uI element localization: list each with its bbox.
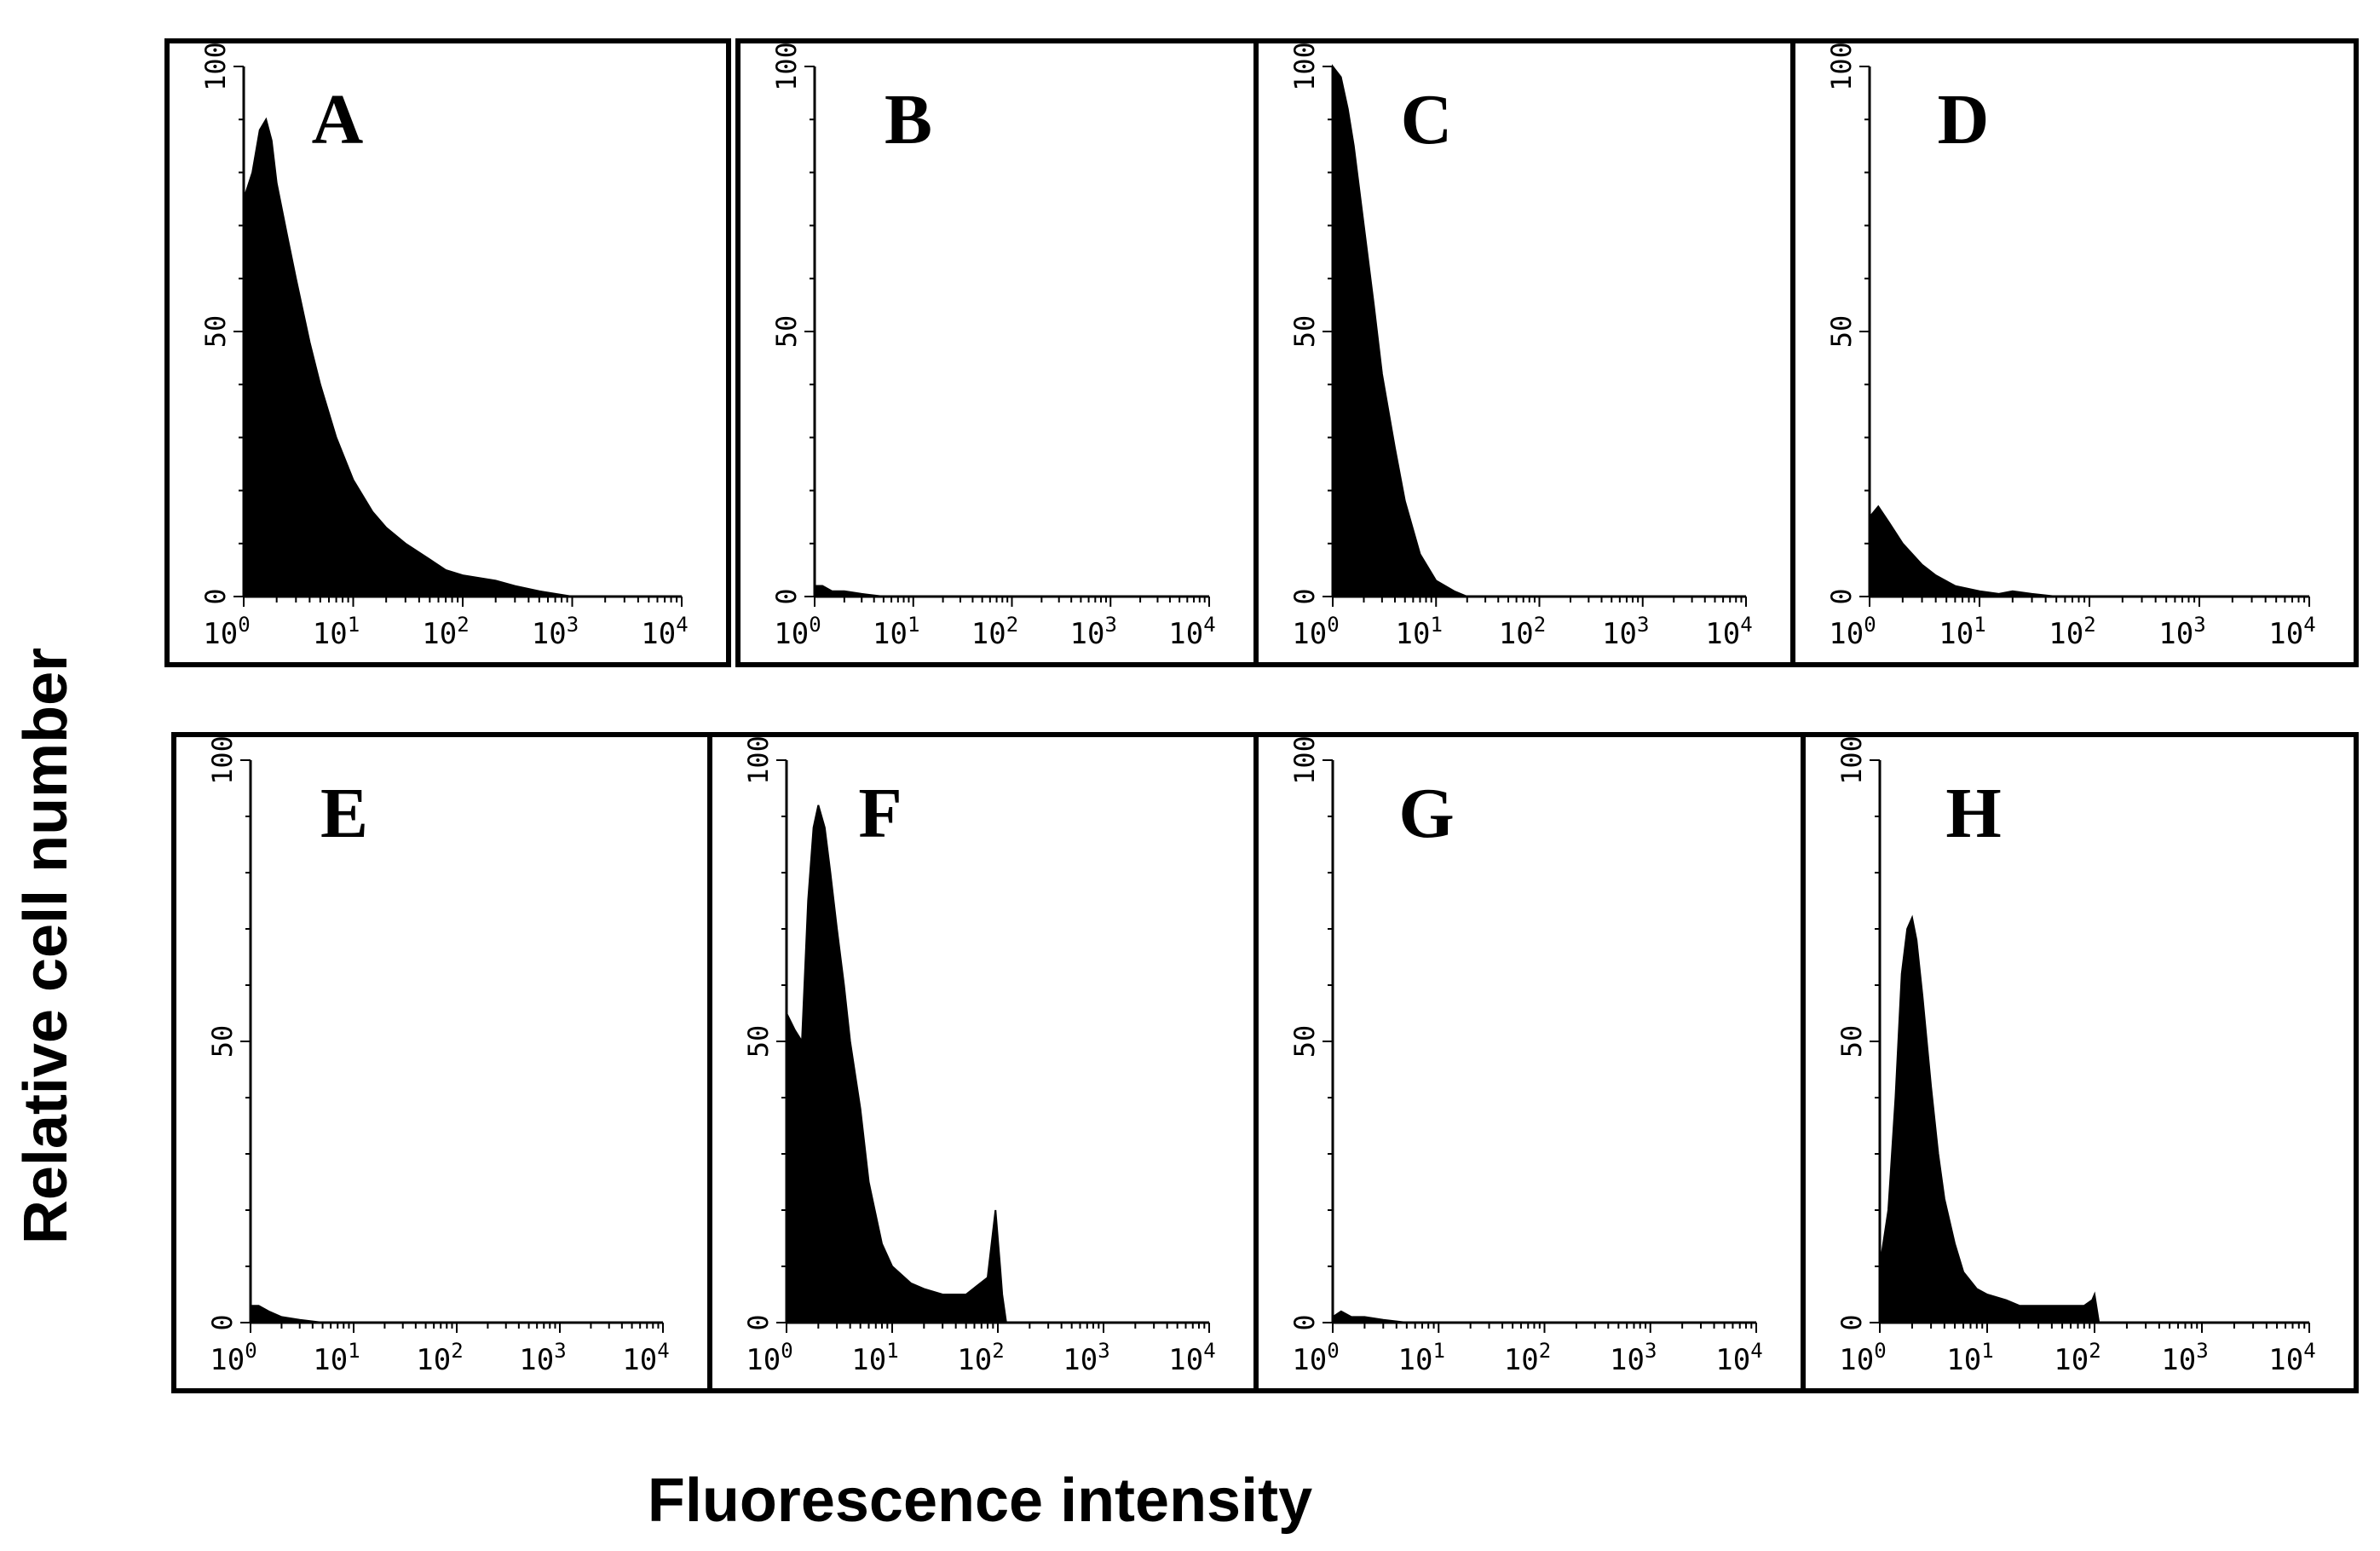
x-tick-label: 102 xyxy=(1499,613,1546,651)
x-tick-label: 101 xyxy=(1396,613,1443,651)
y-tick-label: 50 xyxy=(742,1025,775,1058)
y-tick-label: 100 xyxy=(206,735,239,785)
x-tick-label: 102 xyxy=(416,1339,463,1377)
x-tick-label: 103 xyxy=(1063,1339,1109,1377)
panel-letter: H xyxy=(1945,774,2001,853)
x-tick-label: 102 xyxy=(2049,613,2095,651)
x-tick-label: 101 xyxy=(851,1339,898,1377)
x-tick-label: 102 xyxy=(971,613,1018,651)
x-tick-label: 104 xyxy=(1168,613,1215,651)
panels-group: 100 101 102 103 104 0 50 100 A 100 101 102 103 104 0 50… xyxy=(164,38,2359,1393)
panel-G: 100 101 102 103 104 0 50 100 G xyxy=(1253,732,1806,1393)
y-tick-label: 50 xyxy=(1288,315,1321,349)
panel-E: 100 101 102 103 104 0 50 100 E xyxy=(171,732,712,1393)
y-tick-label: 0 xyxy=(206,1314,239,1330)
x-tick-label: 103 xyxy=(1602,613,1649,651)
y-tick-label: 0 xyxy=(199,588,232,604)
y-tick-label: 100 xyxy=(770,42,803,91)
y-tick-label: 100 xyxy=(1825,42,1858,91)
histogram-series xyxy=(1869,505,2057,597)
y-tick-label: 50 xyxy=(1825,315,1858,349)
x-tick-label: 104 xyxy=(622,1339,669,1377)
y-tick-label: 0 xyxy=(1288,588,1321,604)
panel-frame xyxy=(1253,732,1806,1393)
panel-letter: A xyxy=(312,80,364,159)
x-tick-label: 104 xyxy=(1705,613,1752,651)
x-tick-label: 104 xyxy=(1715,1339,1762,1377)
panel-letter: C xyxy=(1401,80,1453,159)
panel-frame xyxy=(1801,732,2359,1393)
x-tick-label: 101 xyxy=(313,613,360,651)
x-tick-label: 104 xyxy=(2268,1339,2315,1377)
y-tick-label: 50 xyxy=(206,1025,239,1058)
panel-letter: B xyxy=(885,80,932,159)
y-tick-label: 0 xyxy=(1288,1314,1321,1330)
y-tick-label: 50 xyxy=(199,315,232,349)
panel-frame xyxy=(171,732,712,1393)
x-tick-label: 101 xyxy=(1939,613,1985,651)
x-tick-label: 103 xyxy=(2161,1339,2208,1377)
histogram-series xyxy=(1332,64,1468,597)
y-tick-label: 100 xyxy=(1288,735,1321,785)
y-tick-label: 50 xyxy=(1288,1025,1321,1058)
panel-A: 100 101 102 103 104 0 50 100 A xyxy=(164,38,731,667)
histogram-series xyxy=(1332,1310,1407,1323)
y-tick-label: 0 xyxy=(770,588,803,604)
y-tick-label: 100 xyxy=(199,42,232,91)
y-tick-label: 0 xyxy=(1825,588,1858,604)
y-tick-label: 100 xyxy=(1288,42,1321,91)
y-axis-title: Relative cell number xyxy=(12,648,80,1244)
panel-F: 100 101 102 103 104 0 50 100 F xyxy=(707,732,1259,1393)
x-tick-label: 100 xyxy=(1292,1339,1339,1377)
x-tick-label: 102 xyxy=(2054,1339,2101,1377)
x-tick-label: 104 xyxy=(2268,613,2315,651)
x-tick-label: 101 xyxy=(873,613,919,651)
x-tick-label: 100 xyxy=(210,1339,256,1377)
y-tick-label: 0 xyxy=(1835,1314,1868,1330)
histogram-series xyxy=(243,117,573,597)
x-tick-label: 102 xyxy=(1504,1339,1551,1377)
panel-C: 100 101 102 103 104 0 50 100 C xyxy=(1253,38,1795,667)
panel-H: 100 101 102 103 104 0 50 100 H xyxy=(1801,732,2359,1393)
x-tick-label: 102 xyxy=(422,613,469,651)
y-tick-label: 50 xyxy=(770,315,803,349)
x-tick-label: 100 xyxy=(1292,613,1339,651)
histogram-series xyxy=(786,804,1007,1323)
panel-frame xyxy=(164,38,731,667)
x-tick-label: 103 xyxy=(532,613,579,651)
panel-letter: E xyxy=(320,774,368,853)
histogram-series xyxy=(250,1305,323,1323)
x-tick-label: 103 xyxy=(1070,613,1117,651)
histogram-series xyxy=(1879,914,2101,1323)
x-tick-label: 101 xyxy=(1398,1339,1445,1377)
x-tick-label: 101 xyxy=(1946,1339,1993,1377)
histogram-series xyxy=(814,585,885,597)
x-tick-label: 104 xyxy=(1168,1339,1215,1377)
x-tick-label: 100 xyxy=(746,1339,792,1377)
x-tick-label: 101 xyxy=(313,1339,360,1377)
x-tick-label: 102 xyxy=(957,1339,1004,1377)
panel-D: 100 101 102 103 104 0 50 100 D xyxy=(1790,38,2359,667)
panel-letter: D xyxy=(1938,80,1990,159)
panel-B: 100 101 102 103 104 0 50 100 B xyxy=(735,38,1259,667)
y-tick-label: 0 xyxy=(742,1314,775,1330)
panel-frame xyxy=(1790,38,2359,667)
y-tick-label: 100 xyxy=(742,735,775,785)
x-tick-label: 103 xyxy=(2158,613,2205,651)
x-tick-label: 103 xyxy=(519,1339,566,1377)
x-tick-label: 100 xyxy=(1829,613,1876,651)
panel-letter: G xyxy=(1398,774,1454,853)
x-tick-label: 103 xyxy=(1610,1339,1657,1377)
x-tick-label: 104 xyxy=(641,613,688,651)
y-tick-label: 50 xyxy=(1835,1025,1868,1058)
x-tick-label: 100 xyxy=(203,613,250,651)
y-tick-label: 100 xyxy=(1835,735,1868,785)
x-tick-label: 100 xyxy=(774,613,821,651)
x-axis-title: Fluorescence intensity xyxy=(648,1467,1312,1535)
x-tick-label: 100 xyxy=(1839,1339,1886,1377)
panel-letter: F xyxy=(858,774,902,853)
